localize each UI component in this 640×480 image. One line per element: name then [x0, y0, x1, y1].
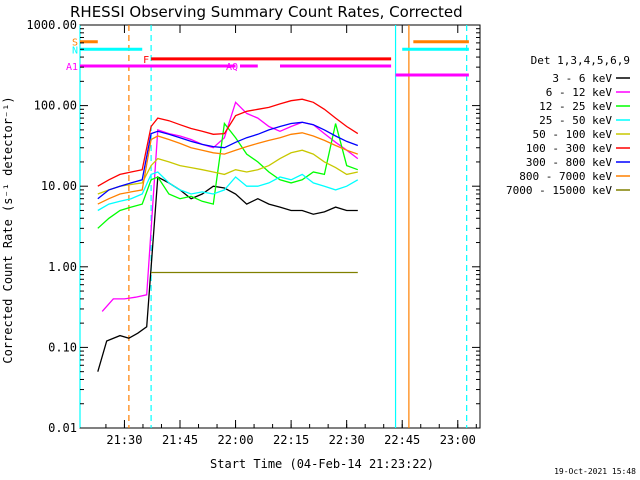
series-line: [97, 121, 359, 229]
x-tick-label: 22:00: [217, 433, 253, 447]
x-tick-label: 22:30: [329, 433, 365, 447]
legend-label: 50 - 100 keV: [533, 128, 613, 141]
chart-title: RHESSI Observing Summary Count Rates, Co…: [70, 3, 463, 21]
y-tick-label: 1000.00: [26, 18, 77, 32]
y-tick-label: 0.10: [48, 340, 77, 354]
timestamp: 19-Oct-2021 15:48: [554, 467, 636, 476]
y-tick-label: 10.00: [41, 179, 77, 193]
series-line: [97, 175, 358, 372]
y-tick-label: 1.00: [48, 260, 77, 274]
x-tick-label: 22:15: [273, 433, 309, 447]
legend-label: 6 - 12 keV: [546, 86, 613, 99]
series-line: [101, 101, 359, 312]
state-label: F: [143, 55, 149, 66]
legend-label: 12 - 25 keV: [539, 100, 612, 113]
legend-label: 3 - 6 keV: [552, 72, 612, 85]
y-tick-label: 0.01: [48, 421, 77, 435]
plot-frame: [79, 24, 481, 429]
x-tick-label: 23:00: [440, 433, 476, 447]
x-tick-label: 22:45: [384, 433, 420, 447]
legend-title: Det 1,3,4,5,6,9: [531, 54, 630, 67]
legend-label: 800 - 7000 keV: [519, 170, 612, 183]
legend-label: 7000 - 15000 keV: [506, 184, 612, 197]
state-label: A1: [66, 62, 78, 73]
series-line: [97, 171, 359, 212]
series-line: [97, 149, 358, 195]
x-axis-label: Start Time (04-Feb-14 21:23:22): [210, 457, 434, 471]
y-axis-label: Corrected Count Rate (s⁻¹ detector⁻¹): [1, 96, 15, 363]
legend-label: 300 - 800 keV: [526, 156, 612, 169]
x-axis: 21:30 21:45 22:00 22:15 22:30 22:45 23:00: [105, 25, 477, 447]
state-label: N: [72, 45, 78, 56]
legend-label: 100 - 300 keV: [526, 142, 612, 155]
y-tick-label: 100.00: [34, 99, 77, 113]
series-line: [97, 98, 359, 187]
plot-area: SNFAQA1: [66, 24, 481, 429]
series-line: [97, 132, 359, 205]
series-line: [97, 121, 359, 200]
x-tick-label: 21:30: [106, 433, 142, 447]
state-label: S: [72, 38, 78, 49]
y-axis: 0.01 0.10 1.00 10.00 100.00 1000.00: [26, 18, 480, 435]
legend-label: 25 - 50 keV: [539, 114, 612, 127]
x-tick-label: 21:45: [162, 433, 198, 447]
